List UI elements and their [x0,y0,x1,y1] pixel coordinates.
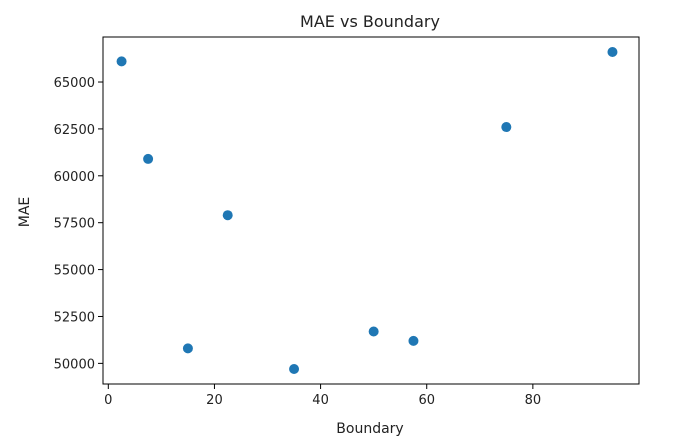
x-tick-label: 60 [418,393,435,408]
chart-title: MAE vs Boundary [300,12,440,31]
y-axis-ticks: 50000 52500 55000 57500 60000 62500 65000 [54,76,103,372]
data-point [368,326,379,337]
x-axis-label: Boundary [336,421,403,437]
x-tick-label: 0 [104,393,112,408]
y-tick-label: 60000 [54,170,95,185]
data-point [182,343,193,354]
y-tick-label: 52500 [54,310,95,325]
x-tick-label: 80 [525,393,542,408]
y-tick-label: 65000 [54,76,95,91]
x-tick-label: 40 [312,393,329,408]
data-point [501,122,512,133]
data-points [116,47,618,374]
plot-area-frame [102,36,640,385]
data-point [143,153,154,164]
x-tick-label: 20 [206,393,223,408]
y-tick-label: 55000 [54,264,95,279]
data-point [222,210,233,221]
y-tick-label: 50000 [54,357,95,372]
data-point [408,335,419,346]
y-tick-label: 57500 [54,217,95,232]
data-point [116,56,127,67]
y-axis-label: MAE [17,197,33,228]
data-point [607,47,618,58]
y-tick-label: 62500 [54,123,95,138]
x-axis-ticks: 0 20 40 60 80 [104,384,541,408]
data-point [289,363,300,374]
